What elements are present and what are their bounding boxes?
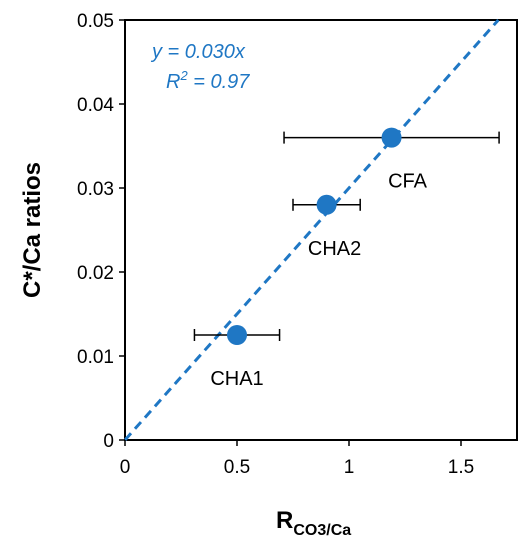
data-point-label: CHA1 xyxy=(210,368,263,390)
y-ticks: 0 0.01 0.02 0.03 0.04 0.05 xyxy=(77,11,125,452)
data-points xyxy=(227,127,402,345)
fit-line xyxy=(123,19,500,441)
x-tick-label: 0.5 xyxy=(224,457,250,478)
x-tick-label: 0 xyxy=(120,457,131,478)
point-labels: CHA1 CHA2 CFA xyxy=(210,171,427,390)
x-axis-title: RCO3/Ca xyxy=(276,507,351,539)
x-ticks: 0 0.5 1 1.5 xyxy=(120,440,474,478)
y-tick-label: 0.03 xyxy=(77,179,114,200)
data-point xyxy=(316,194,337,215)
data-point-label: CFA xyxy=(388,171,428,193)
y-tick-label: 0 xyxy=(103,431,114,452)
data-point xyxy=(227,325,247,345)
fit-r-squared: R2 = 0.97 xyxy=(166,68,250,93)
x-tick-label: 1.5 xyxy=(448,457,474,478)
fit-equation: y = 0.030x xyxy=(150,41,246,63)
data-point-label: CHA2 xyxy=(308,238,361,260)
data-point xyxy=(381,127,402,148)
y-tick-label: 0.01 xyxy=(77,347,114,368)
y-axis-title: C*/Ca ratios xyxy=(19,162,46,298)
plot-area xyxy=(124,19,518,441)
y-tick-label: 0.02 xyxy=(77,263,114,284)
x-tick-label: 1 xyxy=(344,457,355,478)
y-tick-label: 0.05 xyxy=(77,11,114,32)
y-tick-label: 0.04 xyxy=(77,95,114,116)
